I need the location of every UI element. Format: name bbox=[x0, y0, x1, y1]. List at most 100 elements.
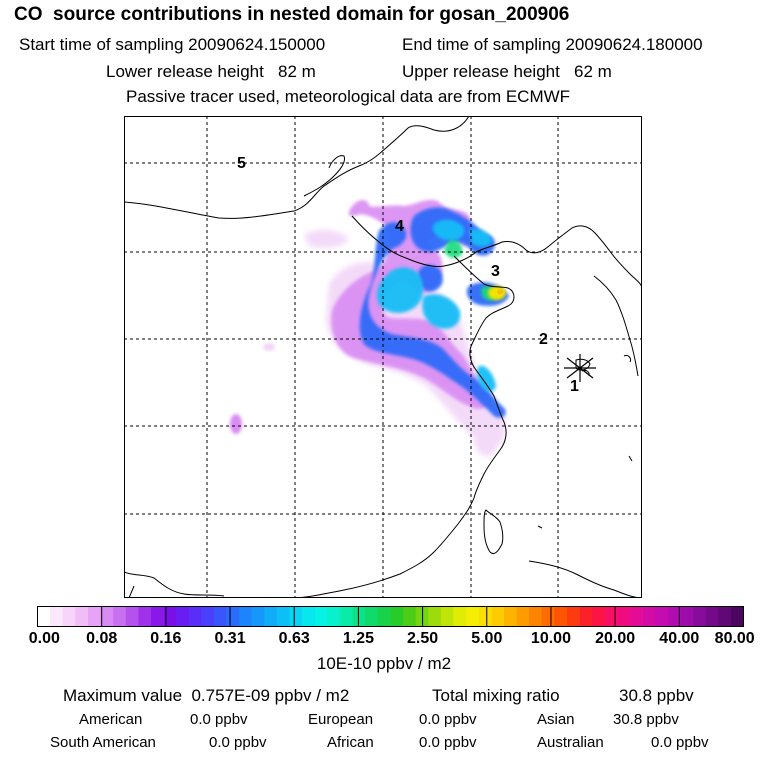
colorbar-cell bbox=[226, 606, 240, 627]
colorbar-cell bbox=[554, 606, 568, 627]
colorbar-cell bbox=[453, 606, 467, 627]
colorbar-cell bbox=[340, 606, 353, 627]
colorbar-cell bbox=[37, 606, 51, 627]
colorbar-cell bbox=[655, 606, 669, 627]
station-label-1: 1 bbox=[570, 378, 579, 395]
colorbar-cell bbox=[214, 606, 227, 627]
receptor-star-icon bbox=[564, 354, 596, 382]
region-value-american: 0.0 ppbv bbox=[190, 711, 248, 728]
colorbar-cell bbox=[264, 606, 278, 627]
colorbar-cell bbox=[289, 606, 303, 627]
colorbar-cell bbox=[62, 606, 76, 627]
lower-release-height-label: Lower release height 82 m bbox=[106, 62, 316, 81]
end-time-label: End time of sampling 20090624.180000 bbox=[402, 35, 703, 54]
colorbar-cell bbox=[327, 606, 341, 627]
colorbar-tick-label: 10.00 bbox=[530, 630, 571, 647]
colorbar-cell bbox=[491, 606, 505, 627]
colorbar-cell bbox=[163, 606, 177, 627]
colorbar-cell bbox=[302, 606, 316, 627]
colorbar-cell bbox=[188, 606, 202, 627]
colorbar-cell bbox=[176, 606, 190, 627]
colorbar-cell bbox=[138, 606, 152, 627]
colorbar-cell bbox=[125, 606, 139, 627]
region-value-african: 0.0 ppbv bbox=[419, 734, 477, 751]
colorbar-tick-label: 5.00 bbox=[471, 630, 503, 647]
colorbar-tick-label: 0.16 bbox=[150, 630, 182, 647]
colorbar-tick-label: 80.00 bbox=[714, 630, 755, 647]
station-label-2: 2 bbox=[539, 331, 548, 348]
colorbar-cell bbox=[239, 606, 253, 627]
colorbar-tick-label: 1.25 bbox=[342, 630, 374, 647]
colorbar-tick-label: 0.31 bbox=[214, 630, 246, 647]
colorbar-cell bbox=[730, 606, 744, 627]
colorbar-cell bbox=[466, 606, 480, 627]
region-name-african: African bbox=[327, 734, 374, 751]
start-time-label: Start time of sampling 20090624.150000 bbox=[19, 35, 326, 54]
region-name-european: European bbox=[308, 711, 374, 728]
colorbar-cell bbox=[642, 606, 656, 627]
colorbar-cell bbox=[314, 606, 328, 627]
colorbar-cell bbox=[567, 606, 580, 627]
colorbar bbox=[37, 606, 744, 627]
colorbar-cell bbox=[705, 606, 719, 627]
colorbar-cell bbox=[87, 606, 101, 627]
colorbar-tick-label: 0.00 bbox=[28, 630, 60, 647]
lat-lon-grid bbox=[124, 116, 642, 598]
total-mixing-ratio-value: 30.8 ppbv bbox=[619, 686, 694, 705]
colorbar-cell bbox=[718, 606, 732, 627]
colorbar-cell bbox=[113, 606, 127, 627]
map-title: CO source contributions in nested domain… bbox=[14, 4, 570, 25]
colorbar-cell bbox=[579, 606, 593, 627]
colorbar-cell bbox=[428, 606, 442, 627]
colorbar-cell bbox=[377, 606, 391, 627]
colorbar-cell bbox=[541, 606, 555, 627]
colorbar-cell bbox=[50, 606, 64, 627]
maximum-value-label: Maximum value 0.757E-09 ppbv / m2 bbox=[63, 686, 350, 705]
region-name-south-american: South American bbox=[50, 734, 156, 751]
colorbar-tick-label: 0.08 bbox=[86, 630, 118, 647]
colorbar-cell bbox=[680, 606, 694, 627]
station-label-5: 5 bbox=[237, 155, 246, 172]
colorbar-cell bbox=[201, 606, 215, 627]
colorbar-cell bbox=[503, 606, 517, 627]
colorbar-cell bbox=[693, 606, 706, 627]
colorbar-cell bbox=[390, 606, 404, 627]
colorbar-cell bbox=[440, 606, 454, 627]
colorbar-cell bbox=[150, 606, 164, 627]
colorbar-units: 10E-10 ppbv / m2 bbox=[316, 654, 452, 673]
map-panel: 1 2 3 4 5 bbox=[124, 116, 642, 598]
colorbar-cell bbox=[100, 606, 114, 627]
colorbar-cell bbox=[617, 606, 631, 627]
colorbar-cell bbox=[365, 606, 379, 627]
region-name-australian: Australian bbox=[537, 734, 604, 751]
met-data-note: Passive tracer used, meteorological data… bbox=[126, 87, 571, 106]
colorbar-cell bbox=[403, 606, 417, 627]
colorbar-tick-label: 2.50 bbox=[407, 630, 439, 647]
colorbar-tick-label: 40.00 bbox=[659, 630, 700, 647]
colorbar-cell bbox=[630, 606, 643, 627]
plume-layer bbox=[230, 199, 509, 457]
colorbar-cell bbox=[478, 606, 492, 627]
region-value-australian: 0.0 ppbv bbox=[651, 734, 709, 751]
map-frame bbox=[124, 116, 642, 598]
colorbar-tick-label: 0.63 bbox=[278, 630, 310, 647]
colorbar-cell bbox=[277, 606, 290, 627]
region-value-asian: 30.8 ppbv bbox=[613, 711, 679, 728]
region-value-south-american: 0.0 ppbv bbox=[209, 734, 267, 751]
station-label-4: 4 bbox=[395, 218, 404, 235]
colorbar-cell bbox=[667, 606, 681, 627]
colorbar-cell bbox=[352, 606, 366, 627]
upper-release-height-label: Upper release height 62 m bbox=[402, 62, 612, 81]
colorbar-cell bbox=[529, 606, 543, 627]
colorbar-cell bbox=[251, 606, 265, 627]
station-label-3: 3 bbox=[491, 263, 500, 280]
colorbar-cell bbox=[516, 606, 530, 627]
colorbar-cell bbox=[75, 606, 89, 627]
colorbar-cell bbox=[592, 606, 606, 627]
region-name-american: American bbox=[79, 711, 143, 728]
region-value-european: 0.0 ppbv bbox=[419, 711, 477, 728]
colorbar-cell bbox=[604, 606, 618, 627]
total-mixing-ratio-label: Total mixing ratio bbox=[432, 686, 560, 705]
region-name-asian: Asian bbox=[537, 711, 575, 728]
colorbar-tick-label: 20.00 bbox=[595, 630, 636, 647]
